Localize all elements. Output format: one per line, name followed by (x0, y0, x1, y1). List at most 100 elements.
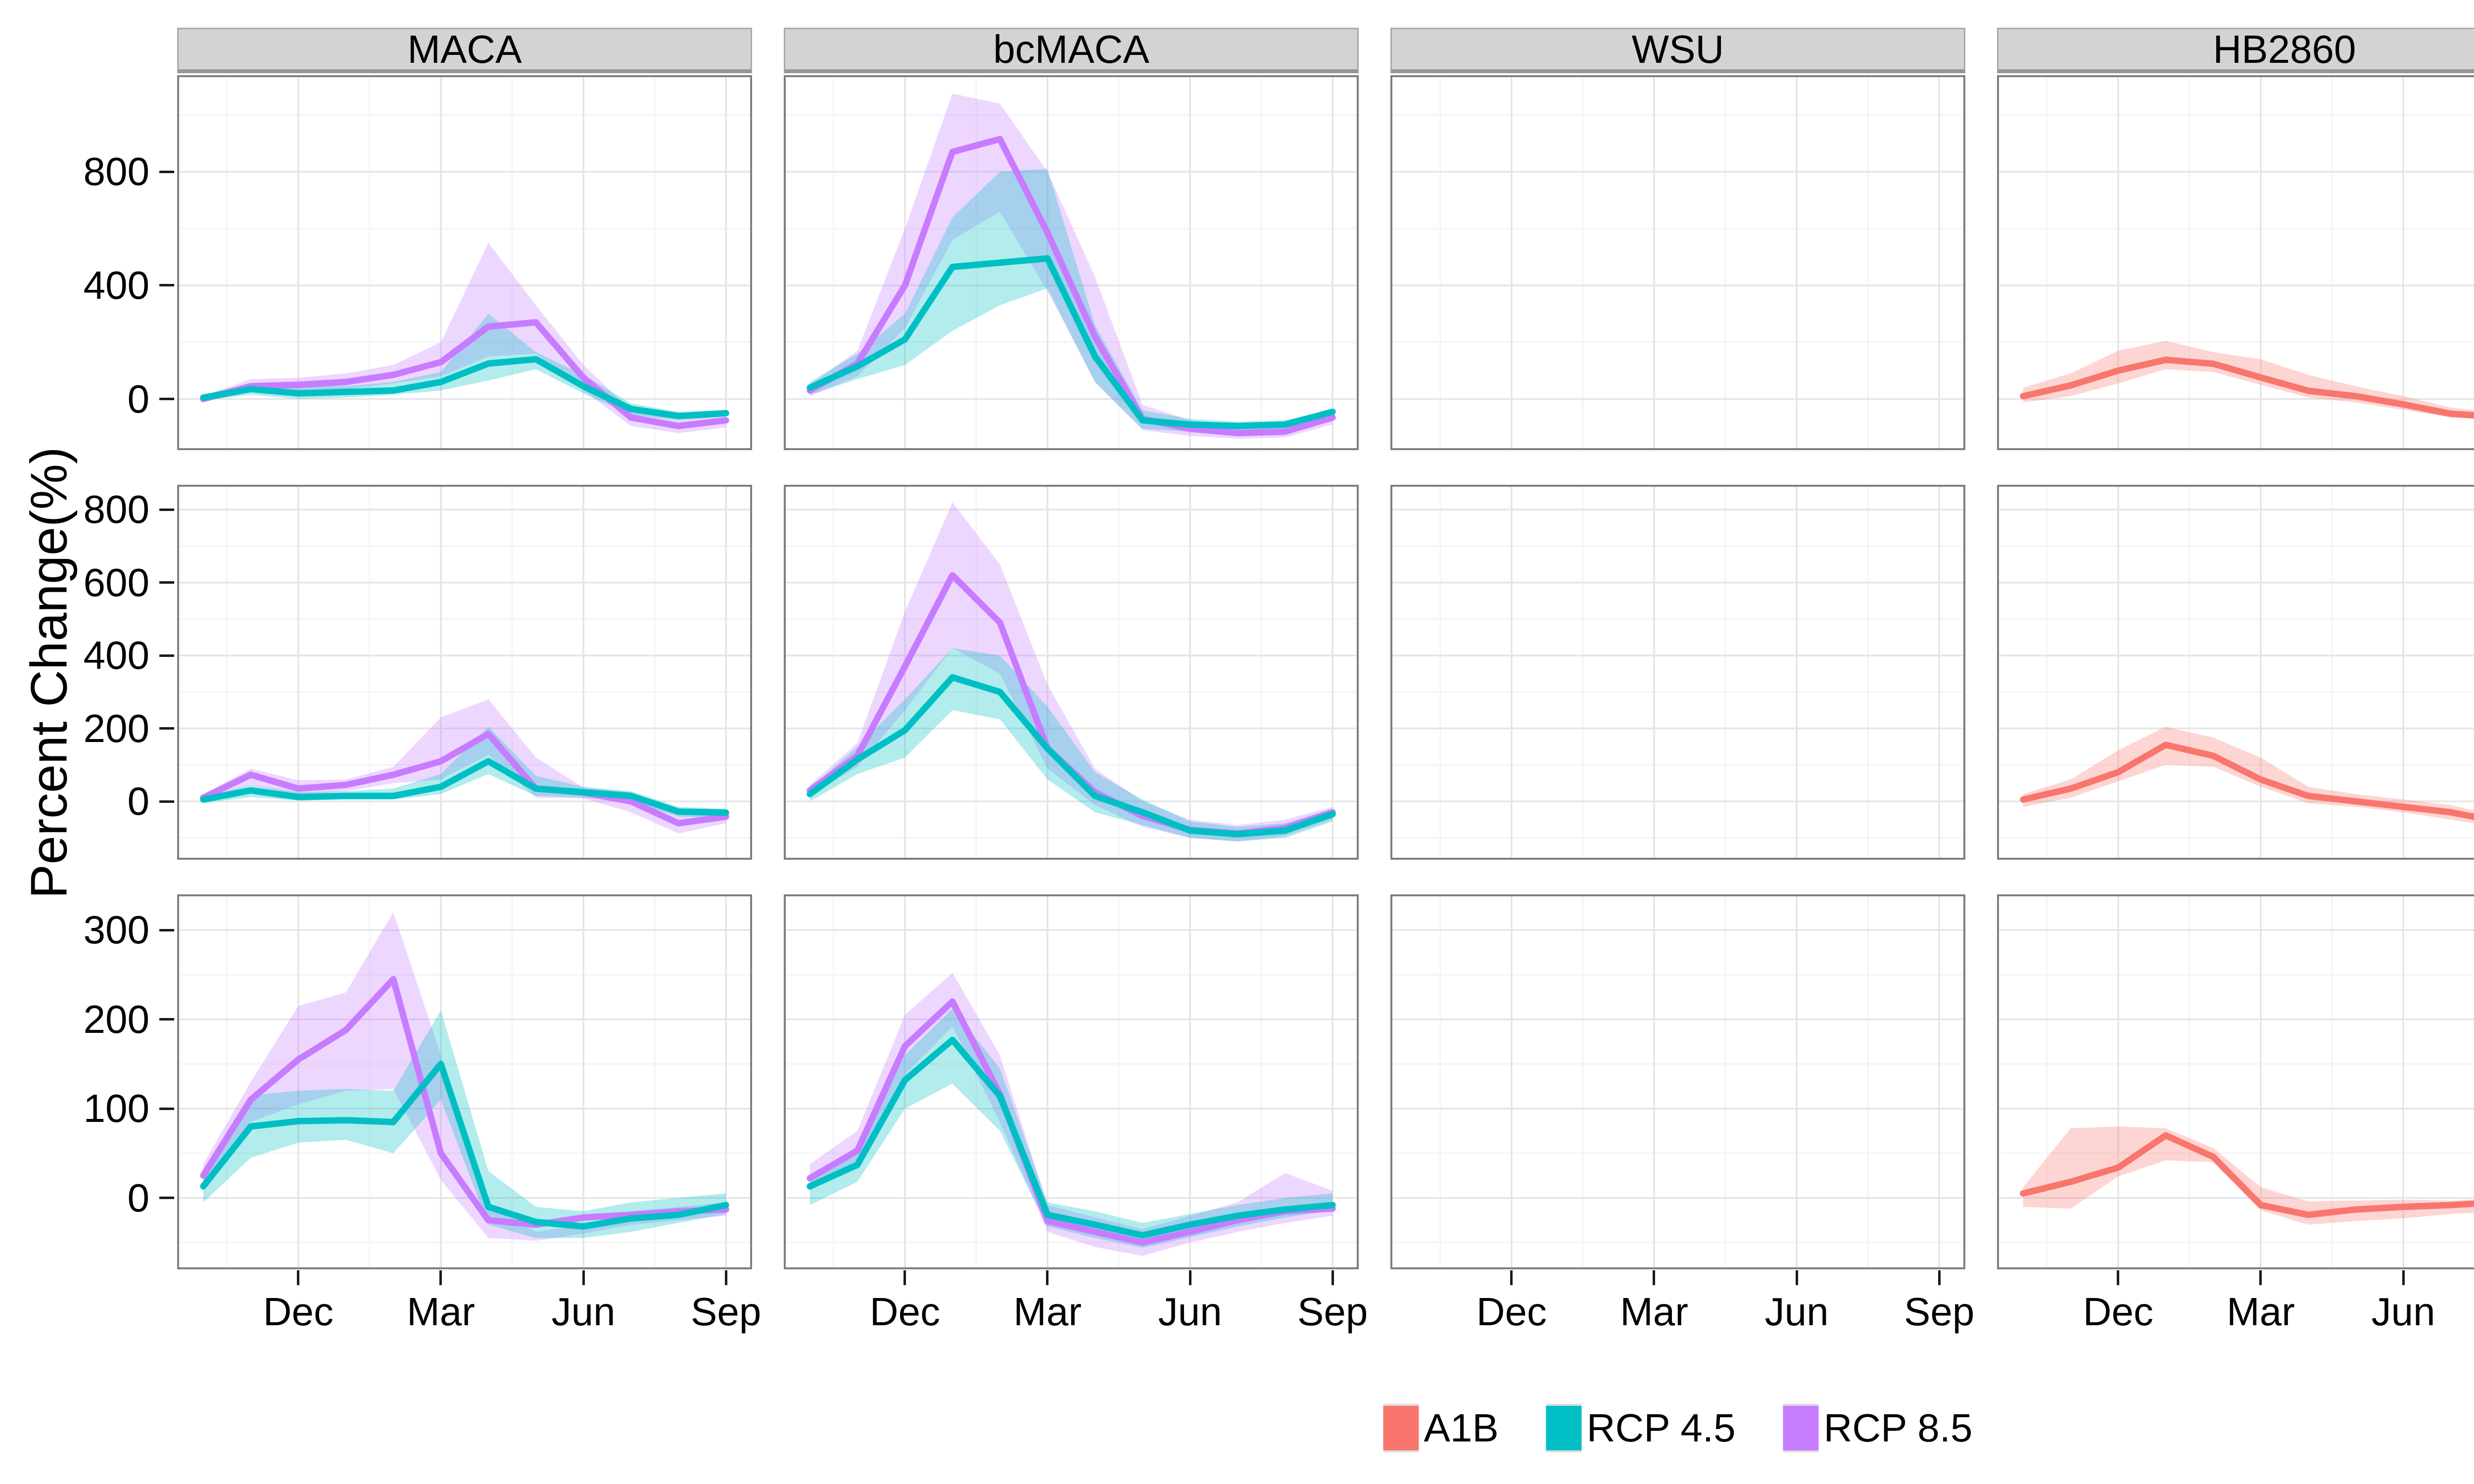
panel-border (1997, 75, 2474, 450)
y-tick-label: 0 (127, 376, 150, 421)
ribbon-RCP 4.5 (809, 648, 1333, 842)
facet-column-strip-bcMACA: bcMACA (784, 27, 1359, 73)
legend-item-RCP 8.5: RCP 8.5 (1783, 1404, 1973, 1452)
panel-border (784, 75, 1359, 450)
x-tick-mark (297, 1270, 300, 1285)
y-tick-mark (159, 284, 174, 287)
line-RCP 8.5 (807, 998, 1336, 1246)
line-RCP 4.5 (200, 356, 729, 419)
panel-Mission-bcMACA (784, 894, 1359, 1269)
line-RCP 4.5 (200, 758, 729, 816)
legend-swatch-A1B (1383, 1404, 1419, 1452)
panel-Icicle-HB2860 (1997, 75, 2474, 450)
x-tick-mark (724, 1270, 727, 1285)
x-tick-label: Mar (2227, 1290, 2295, 1334)
line-RCP 4.5 (807, 674, 1336, 837)
panel-border (784, 894, 1359, 1269)
x-tick-label: Jun (1158, 1290, 1222, 1334)
x-tick-mark (439, 1270, 442, 1285)
x-tick-mark (2259, 1270, 2262, 1285)
ribbon-RCP 8.5 (809, 502, 1333, 842)
panel-border (784, 485, 1359, 860)
x-tick-mark (1331, 1270, 1334, 1285)
panel-Mission-WSU (1390, 894, 1965, 1269)
line-A1B (2020, 742, 2474, 820)
panel-Peshastin-HB2860 (1997, 485, 2474, 860)
legend-label: RCP 8.5 (1823, 1406, 1973, 1450)
ribbon-RCP 8.5 (203, 699, 726, 834)
panel-border (1390, 894, 1965, 1269)
y-tick-mark (159, 800, 174, 803)
x-tick-mark (1653, 1270, 1656, 1285)
x-tick-label: Sep (1297, 1290, 1368, 1334)
x-tick-label: Mar (1620, 1290, 1688, 1334)
x-tick-label: Sep (1904, 1290, 1975, 1334)
legend-item-A1B: A1B (1383, 1404, 1499, 1452)
y-tick-label: 0 (127, 1175, 150, 1220)
x-tick-label: Jun (1764, 1290, 1829, 1334)
panel-background (784, 485, 1359, 860)
ribbon-RCP 4.5 (809, 1009, 1333, 1248)
y-tick-mark (159, 581, 174, 584)
x-tick-label: Mar (1013, 1290, 1082, 1334)
x-tick-label: Dec (869, 1290, 940, 1334)
x-tick-mark (1795, 1270, 1798, 1285)
panel-Peshastin-MACA (177, 485, 752, 860)
line-RCP 8.5 (807, 136, 1336, 436)
x-tick-label: Mar (407, 1290, 475, 1334)
y-tick-mark (159, 170, 174, 173)
y-tick-label: 300 (83, 908, 149, 952)
y-tick-label: 200 (83, 706, 149, 750)
y-tick-mark (159, 727, 174, 730)
x-tick-label: Jun (2371, 1290, 2435, 1334)
line-RCP 4.5 (807, 255, 1336, 429)
line-RCP 8.5 (200, 731, 729, 827)
x-tick-mark (2402, 1270, 2405, 1285)
y-tick-label: 800 (83, 487, 149, 532)
panel-background (784, 75, 1359, 450)
y-tick-mark (159, 1018, 174, 1021)
ribbon-A1B (2023, 1126, 2474, 1225)
legend: A1B RCP 4.5 RCP 8.5 (1383, 1404, 1973, 1452)
panel-background (1390, 75, 1965, 450)
x-tick-mark (904, 1270, 906, 1285)
x-tick-mark (1046, 1270, 1049, 1285)
panel-border (177, 75, 752, 450)
panel-Icicle-WSU (1390, 75, 1965, 450)
y-tick-label: 200 (83, 997, 149, 1041)
panel-background (177, 485, 752, 860)
line-A1B (2020, 356, 2474, 418)
y-tick-label: 0 (127, 779, 150, 824)
panel-Peshastin-WSU (1390, 485, 1965, 860)
legend-item-RCP 4.5: RCP 4.5 (1546, 1404, 1736, 1452)
legend-swatch-RCP 8.5 (1783, 1404, 1819, 1452)
ribbon-RCP 8.5 (203, 912, 726, 1241)
x-tick-mark (1510, 1270, 1513, 1285)
line-RCP 4.5 (807, 1036, 1336, 1239)
x-tick-label: Dec (1476, 1290, 1547, 1334)
panel-background (1997, 75, 2474, 450)
panel-Peshastin-bcMACA (784, 485, 1359, 860)
y-tick-label: 600 (83, 560, 149, 604)
y-tick-label: 400 (83, 633, 149, 678)
panel-background (1390, 894, 1965, 1269)
x-tick-mark (2117, 1270, 2120, 1285)
panel-border (1390, 75, 1965, 450)
line-RCP 4.5 (200, 1061, 729, 1230)
panel-border (177, 894, 752, 1269)
facet-column-strip-WSU: WSU (1390, 27, 1965, 73)
panel-border (1997, 485, 2474, 860)
line-A1B (2020, 1132, 2474, 1218)
panel-Mission-MACA (177, 894, 752, 1269)
y-tick-label: 400 (83, 263, 149, 307)
legend-label: A1B (1424, 1406, 1499, 1450)
y-tick-mark (159, 1107, 174, 1110)
facet-column-strip-MACA: MACA (177, 27, 752, 73)
panel-background (1390, 485, 1965, 860)
y-tick-mark (159, 928, 174, 931)
legend-label: RCP 4.5 (1586, 1406, 1736, 1450)
x-tick-label: Sep (691, 1290, 761, 1334)
y-tick-label: 100 (83, 1086, 149, 1131)
panel-background (1997, 485, 2474, 860)
panel-border (1390, 485, 1965, 860)
